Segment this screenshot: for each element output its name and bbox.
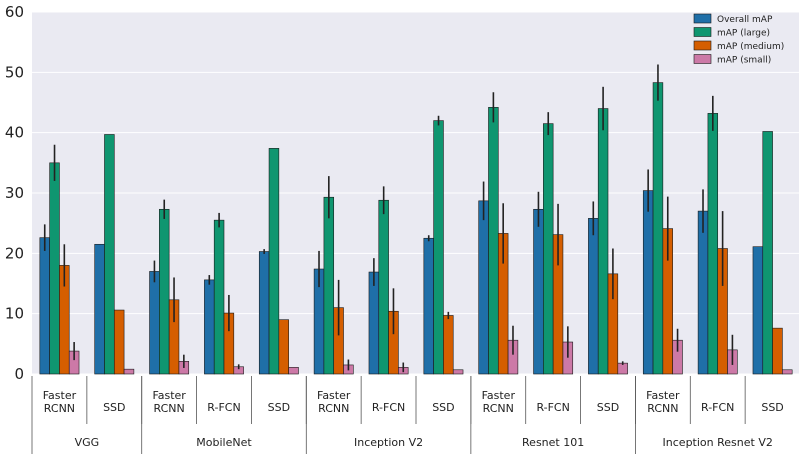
x-tick-label: Faster — [482, 389, 516, 402]
bar — [443, 315, 454, 375]
bar — [697, 210, 709, 375]
y-tick-label: 50 — [5, 63, 24, 81]
bar — [288, 367, 299, 375]
x-tick-label: SSD — [432, 401, 454, 414]
x-tick-label: R-FCN — [536, 401, 569, 414]
bar — [543, 123, 554, 375]
bar — [368, 271, 380, 375]
y-tick-label: 30 — [5, 184, 24, 202]
bar — [39, 237, 50, 375]
group-label: Inception Resnet V2 — [663, 436, 773, 449]
bar — [278, 319, 289, 375]
x-tick-label: SSD — [761, 401, 783, 414]
x-tick-label: SSD — [268, 401, 290, 414]
bar — [488, 107, 499, 375]
x-tick-label: RCNN — [483, 402, 514, 415]
legend-swatch — [693, 40, 712, 51]
y-tick-label: 60 — [5, 3, 24, 21]
bar — [94, 243, 105, 375]
error-bars — [43, 64, 734, 373]
group-label: VGG — [75, 436, 100, 449]
bar — [478, 200, 489, 375]
bar — [782, 369, 793, 375]
bar — [752, 246, 764, 375]
bar — [204, 279, 215, 375]
y-tick-label: 0 — [14, 365, 24, 383]
group-label: Inception V2 — [354, 436, 423, 449]
x-tick-label: Faster — [317, 389, 351, 402]
bar — [104, 134, 115, 375]
bar — [433, 120, 444, 375]
bar — [149, 271, 160, 375]
legend-label: Overall mAP — [717, 15, 773, 25]
x-tick-label: Faster — [152, 389, 186, 402]
y-tick-label: 20 — [5, 244, 24, 262]
x-tick-label: RCNN — [318, 402, 349, 415]
bar — [533, 208, 544, 375]
x-tick-label: Faster — [646, 389, 680, 402]
bar — [258, 251, 270, 375]
legend-label: mAP (medium) — [717, 42, 784, 52]
x-tick-label: RCNN — [154, 402, 185, 415]
legend-label: mAP (small) — [717, 56, 771, 66]
x-tick-label: Faster — [43, 389, 77, 402]
bar — [113, 309, 125, 375]
x-tick-label: RCNN — [647, 402, 678, 415]
bar — [597, 108, 609, 375]
bar — [642, 190, 654, 375]
x-tick-label: SSD — [103, 401, 125, 414]
legend-swatch — [693, 13, 712, 24]
bar — [772, 327, 783, 375]
bar — [159, 208, 170, 375]
legend-swatch — [693, 27, 712, 37]
bar — [49, 162, 60, 375]
bar — [652, 82, 664, 375]
bar — [452, 369, 464, 375]
group-label: MobileNet — [196, 436, 252, 449]
bar — [123, 368, 135, 375]
x-tick-label: R-FCN — [207, 401, 240, 414]
x-tick-label: R-FCN — [372, 401, 405, 414]
group-label: Resnet 101 — [522, 436, 584, 449]
bar — [213, 219, 225, 375]
y-tick-label: 10 — [5, 305, 24, 323]
bars — [39, 82, 793, 375]
y-tick-label: 40 — [5, 124, 24, 142]
bar — [707, 113, 719, 375]
bar — [423, 237, 434, 375]
bar — [268, 148, 280, 375]
bar — [588, 218, 599, 375]
x-tick-label: RCNN — [44, 402, 75, 415]
bar — [323, 196, 335, 375]
bar — [762, 131, 773, 375]
x-tick-label: SSD — [597, 401, 619, 414]
bar — [378, 199, 389, 375]
x-tick-label: R-FCN — [701, 401, 734, 414]
legend: Overall mAP mAP (large) mAP (medium) mAP (s… — [693, 13, 784, 66]
y-axis: 0 10 20 30 40 50 60 — [5, 3, 24, 383]
legend-label: mAP (large) — [717, 29, 770, 39]
legend-swatch — [693, 54, 712, 64]
